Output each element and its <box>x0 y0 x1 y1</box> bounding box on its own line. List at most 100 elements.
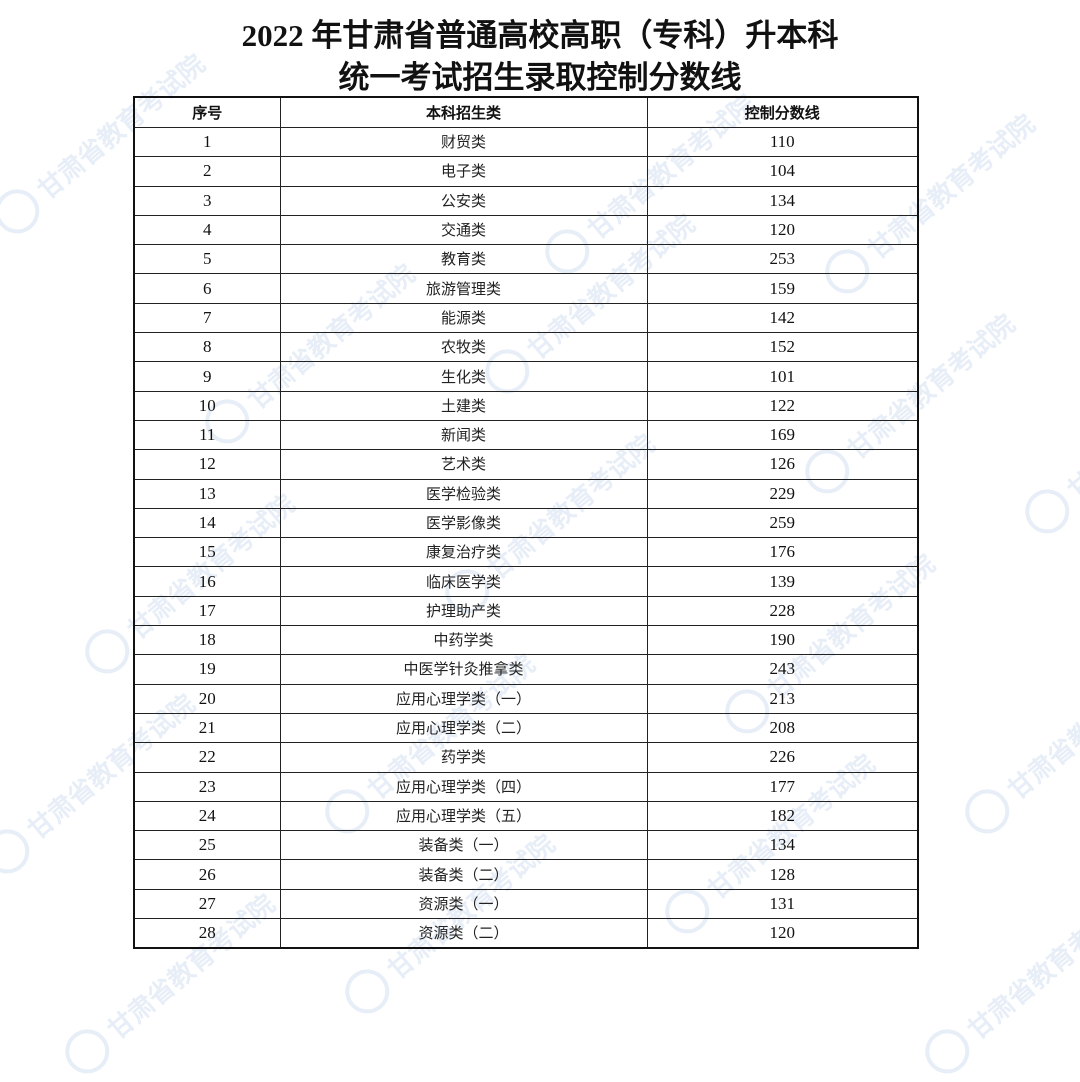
row-index: 10 <box>133 390 281 421</box>
row-category: 中药学类 <box>279 625 648 656</box>
table-row: 25 装备类（一） 134 <box>133 830 919 861</box>
row-category: 中医学针灸推拿类 <box>279 654 648 685</box>
row-score: 229 <box>646 478 919 509</box>
row-score: 120 <box>646 918 919 949</box>
row-index: 19 <box>133 654 281 685</box>
table-row: 1 财贸类 110 <box>133 126 919 158</box>
page-title-line2: 统一考试招生录取控制分数线 <box>338 60 742 95</box>
row-score: 104 <box>646 156 919 187</box>
row-category: 新闻类 <box>279 419 648 451</box>
row-index: 28 <box>133 918 281 949</box>
table-row: 12 艺术类 126 <box>133 449 919 480</box>
row-index: 3 <box>133 185 281 216</box>
table-row: 2 电子类 104 <box>133 156 919 187</box>
watermark: 甘肃省教育考试院 <box>1016 342 1080 543</box>
row-category: 临床医学类 <box>279 566 648 597</box>
watermark: 甘肃省教育考试院 <box>916 882 1080 1082</box>
row-index: 6 <box>133 273 281 304</box>
row-category: 装备类（二） <box>279 859 648 890</box>
table-row: 21 应用心理学类（二） 208 <box>133 712 919 744</box>
row-category: 应用心理学类（五） <box>279 800 648 832</box>
row-score: 208 <box>646 712 919 744</box>
row-score: 169 <box>646 419 919 451</box>
row-category: 农牧类 <box>279 332 648 363</box>
row-category: 教育类 <box>279 244 648 275</box>
row-score: 243 <box>646 654 919 685</box>
row-score: 126 <box>646 449 919 480</box>
table-row: 10 土建类 122 <box>133 390 919 421</box>
row-score: 101 <box>646 361 919 392</box>
watermark-logo-icon <box>916 1020 979 1082</box>
row-category: 电子类 <box>279 156 648 187</box>
table-row: 24 应用心理学类（五） 182 <box>133 800 919 832</box>
row-index: 24 <box>133 800 281 832</box>
row-index: 25 <box>133 830 281 861</box>
row-index: 17 <box>133 595 281 627</box>
table-row: 14 医学影像类 259 <box>133 507 919 539</box>
row-score: 134 <box>646 185 919 216</box>
row-category: 交通类 <box>279 214 648 246</box>
row-index: 15 <box>133 537 281 568</box>
row-category: 应用心理学类（二） <box>279 712 648 744</box>
table-row: 23 应用心理学类（四） 177 <box>133 771 919 802</box>
row-score: 120 <box>646 214 919 246</box>
row-index: 18 <box>133 625 281 656</box>
row-score: 228 <box>646 595 919 627</box>
row-index: 27 <box>133 888 281 920</box>
row-category: 护理助产类 <box>279 595 648 627</box>
row-score: 259 <box>646 507 919 539</box>
row-category: 旅游管理类 <box>279 273 648 304</box>
row-index: 5 <box>133 244 281 275</box>
row-index: 9 <box>133 361 281 392</box>
table-row: 3 公安类 134 <box>133 185 919 216</box>
table-row: 27 资源类（一） 131 <box>133 888 919 920</box>
score-table: 序号 本科招生类 控制分数线 1 财贸类 110 2 电子类 104 3 公安类 134 4 交通类… <box>133 96 919 950</box>
row-index: 20 <box>133 683 281 714</box>
watermark-logo-icon <box>1016 480 1079 543</box>
row-category: 能源类 <box>279 302 648 334</box>
row-score: 134 <box>646 830 919 861</box>
row-index: 1 <box>133 126 281 158</box>
row-index: 13 <box>133 478 281 509</box>
watermark-logo-icon <box>0 180 49 243</box>
watermark-logo-icon <box>76 620 139 683</box>
row-index: 2 <box>133 156 281 187</box>
row-index: 4 <box>133 214 281 246</box>
row-score: 190 <box>646 625 919 656</box>
table-row: 7 能源类 142 <box>133 302 919 334</box>
watermark-logo-icon <box>956 780 1019 843</box>
row-category: 应用心理学类（一） <box>279 683 648 714</box>
table-header-row: 序号 本科招生类 控制分数线 <box>133 96 919 128</box>
row-score: 226 <box>646 742 919 773</box>
watermark-logo-icon <box>336 960 399 1023</box>
watermark-text: 甘肃省教育考试院 <box>1002 648 1080 806</box>
row-category: 装备类（一） <box>279 830 648 861</box>
table-row: 8 农牧类 152 <box>133 332 919 363</box>
header-category: 本科招生类 <box>279 96 648 128</box>
watermark-logo-icon <box>56 1020 119 1082</box>
row-index: 14 <box>133 507 281 539</box>
header-index: 序号 <box>133 96 281 128</box>
row-category: 资源类（二） <box>279 918 648 949</box>
table-row: 13 医学检验类 229 <box>133 478 919 509</box>
table-row: 16 临床医学类 139 <box>133 566 919 597</box>
row-score: 176 <box>646 537 919 568</box>
row-score: 139 <box>646 566 919 597</box>
row-category: 土建类 <box>279 390 648 421</box>
row-score: 131 <box>646 888 919 920</box>
row-index: 23 <box>133 771 281 802</box>
row-score: 142 <box>646 302 919 334</box>
row-category: 应用心理学类（四） <box>279 771 648 802</box>
table-row: 4 交通类 120 <box>133 214 919 246</box>
row-index: 12 <box>133 449 281 480</box>
table-row: 5 教育类 253 <box>133 244 919 275</box>
row-category: 药学类 <box>279 742 648 773</box>
table-row: 6 旅游管理类 159 <box>133 273 919 304</box>
row-index: 22 <box>133 742 281 773</box>
table-row: 28 资源类（二） 120 <box>133 918 919 949</box>
row-category: 康复治疗类 <box>279 537 648 568</box>
table-row: 20 应用心理学类（一） 213 <box>133 683 919 714</box>
header-score: 控制分数线 <box>646 96 919 128</box>
table-row: 26 装备类（二） 128 <box>133 859 919 890</box>
table-row: 11 新闻类 169 <box>133 419 919 451</box>
